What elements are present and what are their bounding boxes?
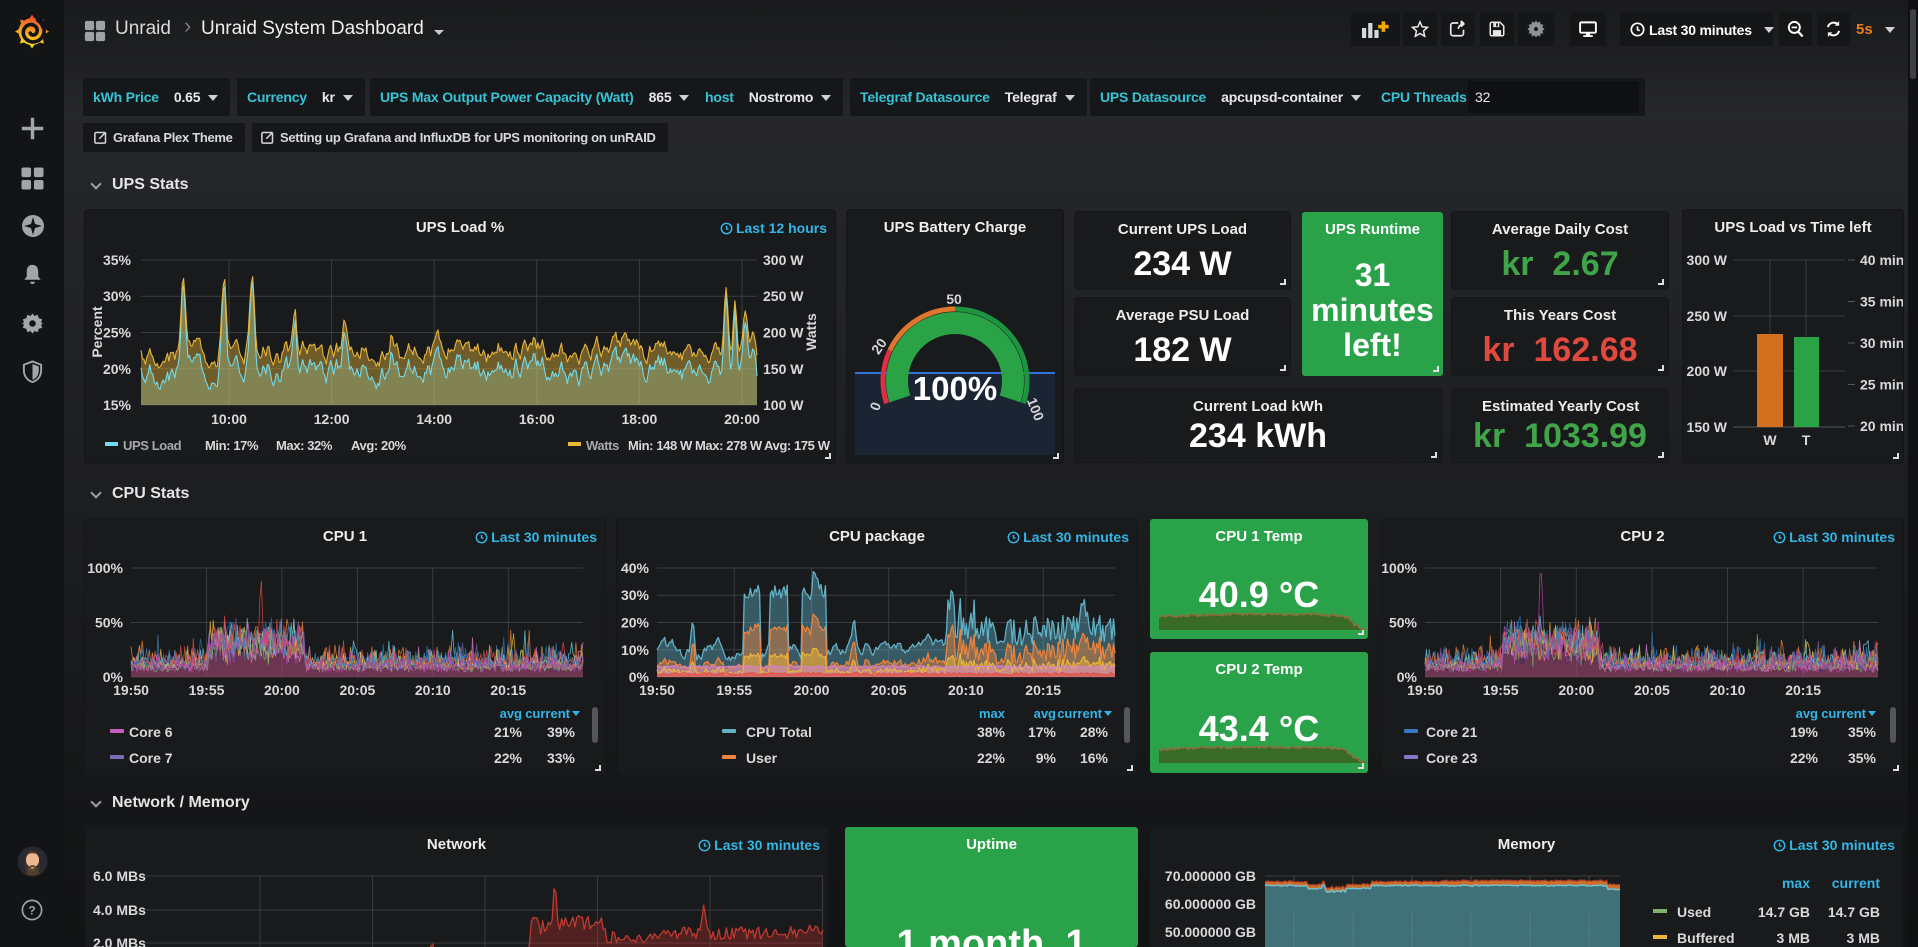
svg-text:50%: 50% bbox=[1389, 615, 1418, 631]
svg-text:14:00: 14:00 bbox=[416, 411, 452, 427]
svg-text:3 MB: 3 MB bbox=[1847, 930, 1880, 946]
svg-text:14.7 GB: 14.7 GB bbox=[1758, 904, 1810, 920]
svg-text:19:50: 19:50 bbox=[1407, 682, 1443, 698]
svg-text:200 W: 200 W bbox=[1687, 363, 1728, 379]
svg-text:300 W: 300 W bbox=[763, 252, 804, 268]
svg-text:40 min: 40 min bbox=[1860, 252, 1903, 268]
svg-text:20:10: 20:10 bbox=[1710, 682, 1746, 698]
svg-text:300 W: 300 W bbox=[1687, 252, 1728, 268]
svg-text:Avg: 20%: Avg: 20% bbox=[351, 438, 407, 453]
svg-text:200 W: 200 W bbox=[763, 325, 804, 341]
svg-text:W: W bbox=[1763, 432, 1777, 448]
svg-text:12:00: 12:00 bbox=[314, 411, 350, 427]
svg-text:25%: 25% bbox=[103, 325, 132, 341]
svg-text:Watts: Watts bbox=[803, 313, 819, 351]
svg-text:100%: 100% bbox=[87, 560, 123, 576]
svg-text:20:05: 20:05 bbox=[339, 682, 375, 698]
svg-text:35 min: 35 min bbox=[1860, 294, 1903, 310]
svg-text:19:55: 19:55 bbox=[189, 682, 225, 698]
svg-text:20:00: 20:00 bbox=[794, 682, 830, 698]
svg-text:max: max bbox=[1782, 875, 1810, 891]
svg-text:Min: 148 W: Min: 148 W bbox=[628, 438, 693, 453]
svg-text:Watts: Watts bbox=[586, 438, 619, 453]
svg-text:6.0 MBs: 6.0 MBs bbox=[93, 868, 146, 884]
svg-text:18:00: 18:00 bbox=[621, 411, 657, 427]
svg-text:10%: 10% bbox=[621, 642, 650, 658]
svg-text:20%: 20% bbox=[103, 361, 132, 377]
svg-text:20:05: 20:05 bbox=[1634, 682, 1670, 698]
svg-text:0%: 0% bbox=[629, 669, 650, 685]
svg-text:?: ? bbox=[28, 904, 35, 918]
svg-text:14.7 GB: 14.7 GB bbox=[1828, 904, 1880, 920]
svg-text:50%: 50% bbox=[95, 615, 124, 631]
svg-text:10:00: 10:00 bbox=[211, 411, 247, 427]
svg-text:50: 50 bbox=[946, 291, 962, 307]
svg-text:2.0 MBs: 2.0 MBs bbox=[93, 935, 146, 947]
svg-text:30 min: 30 min bbox=[1860, 335, 1903, 351]
svg-text:100%: 100% bbox=[913, 370, 997, 407]
svg-text:20:05: 20:05 bbox=[871, 682, 907, 698]
svg-text:100 W: 100 W bbox=[763, 397, 804, 413]
svg-text:current: current bbox=[1832, 875, 1881, 891]
svg-text:19:50: 19:50 bbox=[639, 682, 675, 698]
svg-text:20:10: 20:10 bbox=[415, 682, 451, 698]
svg-text:70.000000 GB: 70.000000 GB bbox=[1165, 868, 1256, 884]
svg-text:20:15: 20:15 bbox=[1785, 682, 1821, 698]
svg-text:20:15: 20:15 bbox=[490, 682, 526, 698]
svg-text:0%: 0% bbox=[103, 669, 124, 685]
svg-text:30%: 30% bbox=[621, 587, 650, 603]
svg-text:20 min: 20 min bbox=[1860, 418, 1903, 434]
svg-text:UPS Load: UPS Load bbox=[123, 438, 182, 453]
svg-text:Max: 278 W: Max: 278 W bbox=[695, 438, 763, 453]
svg-text:19:55: 19:55 bbox=[716, 682, 752, 698]
svg-text:250 W: 250 W bbox=[763, 288, 804, 304]
svg-text:20:10: 20:10 bbox=[948, 682, 984, 698]
svg-text:Min: 17%: Min: 17% bbox=[205, 438, 259, 453]
svg-text:T: T bbox=[1802, 432, 1811, 448]
svg-text:40%: 40% bbox=[621, 560, 650, 576]
svg-text:Buffered: Buffered bbox=[1677, 930, 1735, 946]
svg-text:20:00: 20:00 bbox=[1558, 682, 1594, 698]
svg-text:Used: Used bbox=[1677, 904, 1711, 920]
svg-text:4.0 MBs: 4.0 MBs bbox=[93, 902, 146, 918]
svg-text:15%: 15% bbox=[103, 397, 132, 413]
svg-text:20:00: 20:00 bbox=[724, 411, 760, 427]
svg-text:20%: 20% bbox=[621, 615, 650, 631]
svg-text:150 W: 150 W bbox=[763, 361, 804, 377]
svg-text:Percent: Percent bbox=[89, 306, 105, 358]
svg-text:35%: 35% bbox=[103, 252, 132, 268]
svg-text:20:15: 20:15 bbox=[1025, 682, 1061, 698]
svg-text:60.000000 GB: 60.000000 GB bbox=[1165, 896, 1256, 912]
svg-text:Avg: 175 W: Avg: 175 W bbox=[764, 438, 831, 453]
svg-text:50.000000 GB: 50.000000 GB bbox=[1165, 924, 1256, 940]
svg-text:150 W: 150 W bbox=[1687, 419, 1728, 435]
svg-text:3 MB: 3 MB bbox=[1777, 930, 1810, 946]
svg-text:100%: 100% bbox=[1382, 560, 1418, 576]
svg-text:250 W: 250 W bbox=[1687, 308, 1728, 324]
svg-text:19:55: 19:55 bbox=[1483, 682, 1519, 698]
svg-text:25 min: 25 min bbox=[1860, 377, 1903, 393]
svg-text:19:50: 19:50 bbox=[113, 682, 149, 698]
svg-text:30%: 30% bbox=[103, 288, 132, 304]
svg-text:0%: 0% bbox=[1397, 669, 1418, 685]
svg-text:20:00: 20:00 bbox=[264, 682, 300, 698]
svg-text:Max: 32%: Max: 32% bbox=[276, 438, 333, 453]
svg-text:16:00: 16:00 bbox=[519, 411, 555, 427]
